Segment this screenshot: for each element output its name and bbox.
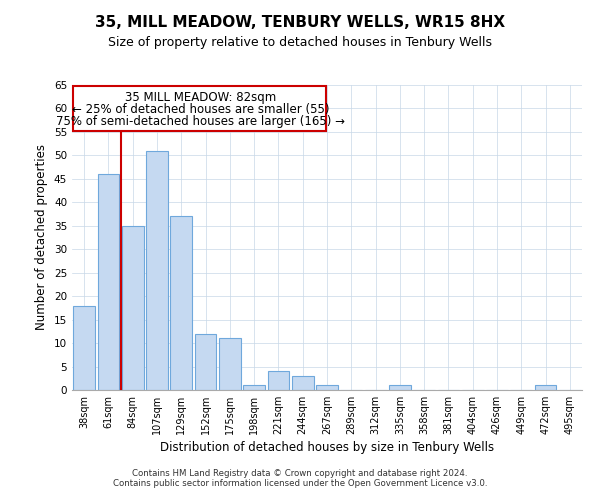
Y-axis label: Number of detached properties: Number of detached properties: [35, 144, 49, 330]
X-axis label: Distribution of detached houses by size in Tenbury Wells: Distribution of detached houses by size …: [160, 441, 494, 454]
Text: ← 25% of detached houses are smaller (55): ← 25% of detached houses are smaller (55…: [72, 103, 329, 116]
Text: Contains HM Land Registry data © Crown copyright and database right 2024.: Contains HM Land Registry data © Crown c…: [132, 469, 468, 478]
Bar: [316, 386, 338, 390]
Bar: [268, 371, 289, 390]
Bar: [535, 386, 556, 390]
Bar: [97, 174, 119, 390]
Bar: [146, 150, 168, 390]
Bar: [292, 376, 314, 390]
Bar: [73, 306, 95, 390]
Bar: [170, 216, 192, 390]
Bar: [389, 386, 411, 390]
Text: Contains public sector information licensed under the Open Government Licence v3: Contains public sector information licen…: [113, 479, 487, 488]
Bar: [122, 226, 143, 390]
FancyBboxPatch shape: [73, 86, 326, 131]
Bar: [219, 338, 241, 390]
Bar: [194, 334, 217, 390]
Bar: [243, 386, 265, 390]
Text: 35 MILL MEADOW: 82sqm: 35 MILL MEADOW: 82sqm: [125, 90, 277, 104]
Text: 75% of semi-detached houses are larger (165) →: 75% of semi-detached houses are larger (…: [56, 116, 345, 128]
Text: 35, MILL MEADOW, TENBURY WELLS, WR15 8HX: 35, MILL MEADOW, TENBURY WELLS, WR15 8HX: [95, 15, 505, 30]
Text: Size of property relative to detached houses in Tenbury Wells: Size of property relative to detached ho…: [108, 36, 492, 49]
